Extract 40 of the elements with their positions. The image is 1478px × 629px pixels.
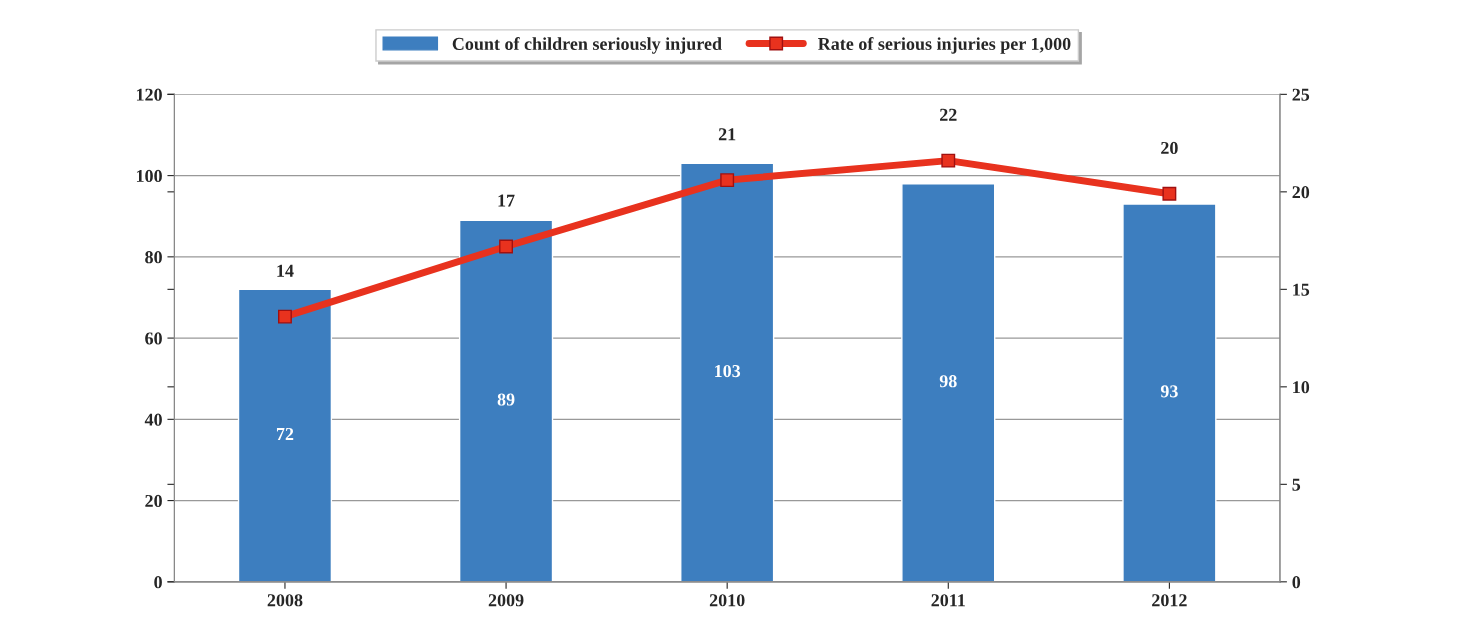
y2-tick-label: 10 [1293, 381, 1310, 394]
y2-tick-label: 5 [1292, 478, 1301, 491]
bar [458, 219, 554, 582]
y-tick-label: 120 [136, 88, 162, 101]
data-label: 22 [940, 108, 957, 121]
bar [680, 162, 775, 582]
y-tick-label: 100 [136, 169, 162, 183]
bar [901, 183, 996, 582]
y-tick-label: 80 [145, 251, 162, 264]
y2-tick-label: 25 [1292, 88, 1310, 101]
legend-label: Count of children seriously injured [452, 37, 722, 54]
data-label: 17 [498, 194, 515, 207]
point [278, 309, 292, 324]
x-tick-label: 2012 [1152, 594, 1187, 607]
x-tick-label: 2011 [931, 594, 965, 607]
data-label: 20 [1161, 141, 1178, 155]
x-tick-label: 2008 [267, 594, 303, 607]
data-label: 14 [277, 264, 294, 277]
data-label: 21 [718, 128, 736, 141]
y-tick-label: 40 [144, 413, 162, 426]
data-label: 98 [939, 375, 957, 388]
point [1162, 186, 1177, 201]
point [941, 153, 956, 168]
y-tick-label: 60 [145, 332, 162, 345]
x-tick-label: 2009 [488, 594, 524, 607]
y2-tick-label: 20 [1292, 186, 1310, 199]
data-label: 72 [276, 427, 294, 440]
bar [1122, 203, 1217, 582]
y-tick-label: 20 [145, 494, 162, 508]
legend-label: Rate of serious injuries per 1,000 [818, 37, 1071, 54]
y2-tick-label: 0 [1292, 576, 1301, 589]
x-tick-label: 2010 [709, 594, 745, 607]
point [499, 239, 514, 254]
data-label: 89 [497, 393, 515, 406]
y-tick-label: 0 [154, 576, 162, 589]
data-label: 103 [715, 364, 741, 378]
bar [237, 288, 333, 582]
data-label: 93 [1160, 385, 1178, 398]
point [720, 173, 735, 188]
y2-tick-label: 15 [1293, 283, 1310, 296]
